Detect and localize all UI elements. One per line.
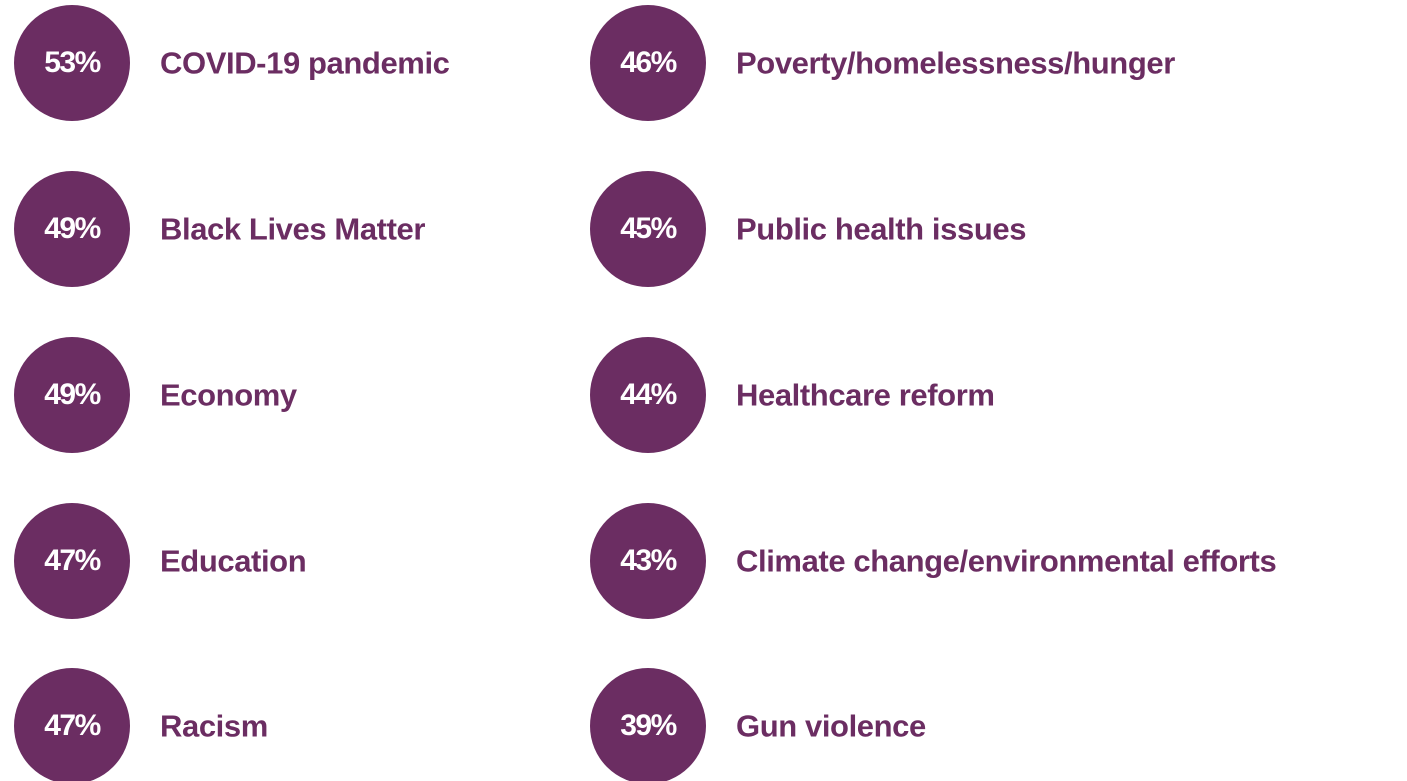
percent-value: 39%	[620, 709, 677, 742]
percent-circle: 53%	[14, 5, 130, 121]
percent-value: 49%	[44, 212, 101, 245]
issue-label: Education	[160, 543, 307, 579]
percent-value: 46%	[620, 46, 677, 79]
issue-label: Climate change/environmental efforts	[736, 543, 1277, 579]
percent-circle: 47%	[14, 503, 130, 619]
issue-label: Gun violence	[736, 708, 926, 744]
percent-circle: 49%	[14, 171, 130, 287]
percent-value: 53%	[44, 46, 101, 79]
issue-label: Healthcare reform	[736, 377, 995, 413]
issue-label: COVID-19 pandemic	[160, 45, 450, 81]
issue-label: Poverty/homelessness/hunger	[736, 45, 1175, 81]
percent-circle: 43%	[590, 503, 706, 619]
percent-value: 43%	[620, 544, 677, 577]
percent-circle: 46%	[590, 5, 706, 121]
issue-label: Public health issues	[736, 211, 1027, 247]
percent-circle: 49%	[14, 337, 130, 453]
percent-value: 44%	[620, 378, 677, 411]
percent-value: 47%	[44, 544, 101, 577]
percent-circle: 39%	[590, 668, 706, 781]
percent-circle: 47%	[14, 668, 130, 781]
percent-circle: 45%	[590, 171, 706, 287]
percent-circle: 44%	[590, 337, 706, 453]
issue-label: Economy	[160, 377, 297, 413]
percent-value: 49%	[44, 378, 101, 411]
percent-value: 47%	[44, 709, 101, 742]
issue-label: Racism	[160, 708, 268, 744]
percent-value: 45%	[620, 212, 677, 245]
issue-label: Black Lives Matter	[160, 211, 426, 247]
